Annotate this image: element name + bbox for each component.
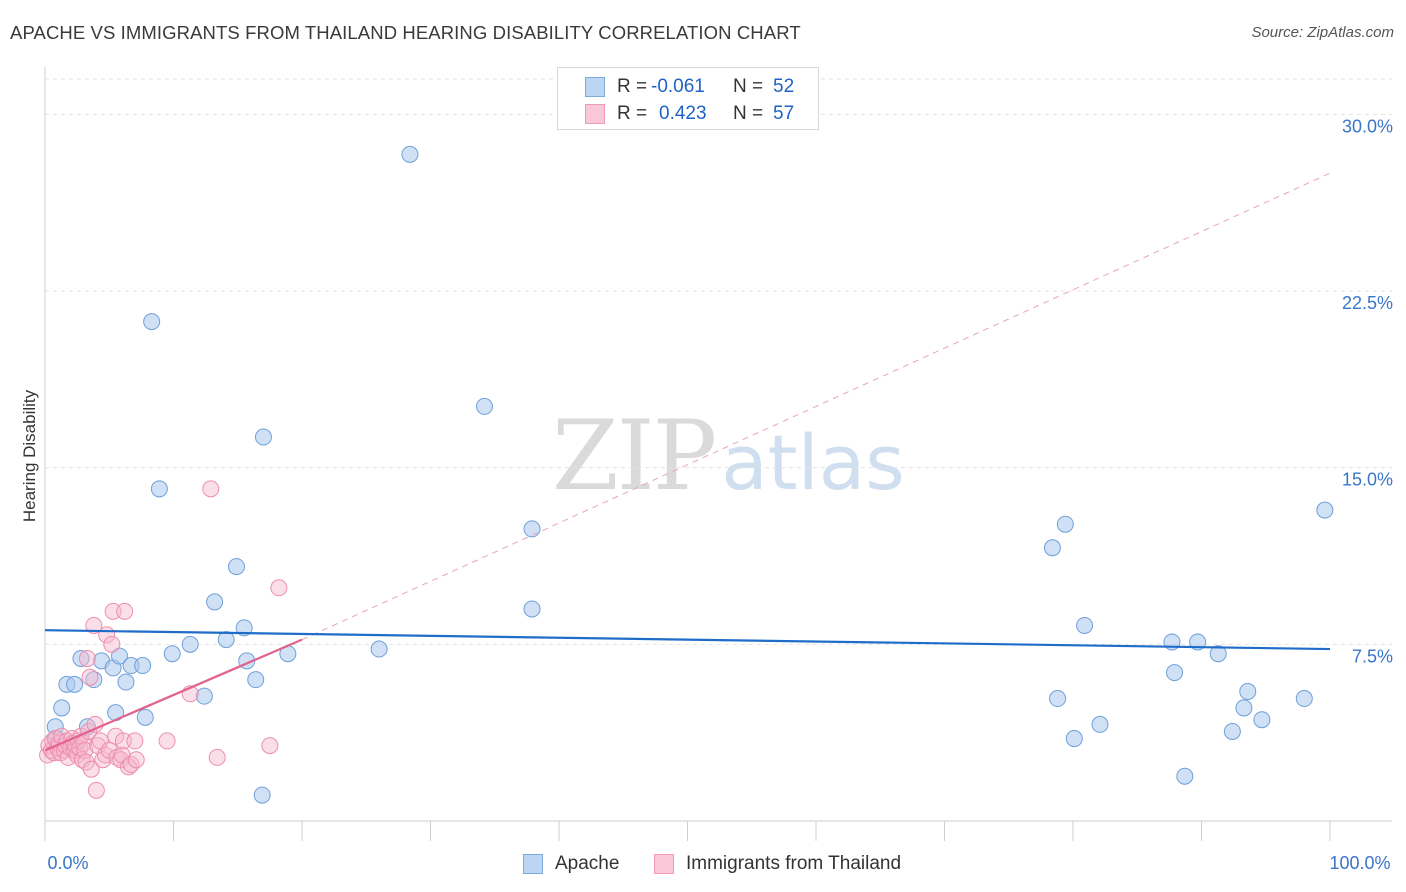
x-tick-label: 0.0% bbox=[47, 853, 88, 873]
apache-point bbox=[1043, 539, 1061, 557]
legend-label-apache: Apache bbox=[555, 853, 620, 874]
apache-point bbox=[181, 635, 199, 653]
r-value-apache: -0.061 bbox=[651, 76, 705, 97]
apache-point bbox=[1209, 645, 1227, 663]
x-tick-label: 100.0% bbox=[1329, 853, 1390, 873]
apache-point bbox=[117, 673, 135, 691]
legend-label-thailand: Immigrants from Thailand bbox=[686, 853, 902, 874]
thailand-point bbox=[114, 732, 132, 750]
apache-point bbox=[72, 649, 90, 667]
thailand-point bbox=[103, 635, 121, 653]
n-value-apache: 52 bbox=[773, 76, 795, 97]
thailand-point bbox=[82, 760, 100, 778]
apache-point bbox=[66, 675, 84, 693]
apache-swatch bbox=[585, 77, 605, 97]
legend-row-apache: R = -0.061 N = 52 bbox=[558, 74, 794, 100]
apache-point bbox=[1235, 699, 1253, 717]
apache-point bbox=[111, 647, 129, 665]
apache-point bbox=[247, 671, 265, 689]
thailand-point bbox=[270, 579, 288, 597]
watermark-atlas: atlas bbox=[721, 418, 905, 507]
thailand-point bbox=[87, 781, 105, 799]
apache-point bbox=[253, 786, 271, 804]
thailand-point bbox=[122, 755, 140, 773]
apache-point bbox=[401, 145, 419, 163]
apache-point bbox=[163, 645, 181, 663]
thailand-point bbox=[85, 616, 103, 634]
n-value-thailand: 57 bbox=[773, 103, 795, 124]
correlation-legend: R = -0.061 N = 52 R = 0.423 N = 57 bbox=[557, 67, 819, 130]
thailand-point bbox=[202, 480, 220, 498]
apache-legend-swatch bbox=[523, 854, 543, 874]
apache-point bbox=[370, 640, 388, 658]
thailand-point bbox=[81, 668, 99, 686]
thailand-point bbox=[94, 751, 112, 769]
apache-point bbox=[254, 428, 272, 446]
axis-layer bbox=[44, 67, 1392, 841]
apache-point bbox=[134, 657, 152, 675]
apache-point bbox=[206, 593, 224, 611]
thailand-point bbox=[126, 732, 144, 750]
apache-point bbox=[235, 619, 253, 637]
y-tick-label: 30.0% bbox=[1342, 116, 1393, 136]
apache-point bbox=[1065, 730, 1083, 748]
legend-item-apache: Apache bbox=[523, 853, 619, 875]
chart-title: APACHE VS IMMIGRANTS FROM THAILAND HEARI… bbox=[10, 22, 801, 43]
thailand-point bbox=[261, 737, 279, 755]
apache-point bbox=[1295, 690, 1313, 708]
thailand-legend-swatch bbox=[654, 854, 674, 874]
apache-point bbox=[523, 600, 541, 618]
apache-point bbox=[1049, 690, 1067, 708]
apache-trend-line bbox=[44, 629, 1331, 651]
apache-point bbox=[1253, 711, 1271, 729]
r-label: R = bbox=[617, 103, 648, 124]
grid-layer bbox=[45, 78, 1392, 645]
apache-point bbox=[1239, 682, 1257, 700]
apache-point bbox=[1091, 715, 1109, 733]
n-label: N = bbox=[733, 76, 764, 97]
apache-point bbox=[53, 699, 71, 717]
thailand-swatch bbox=[585, 104, 605, 124]
apache-point bbox=[217, 631, 235, 649]
apache-point bbox=[523, 520, 541, 538]
apache-point bbox=[1176, 767, 1194, 785]
thailand-trend-line bbox=[44, 638, 303, 752]
thailand-point bbox=[116, 602, 134, 620]
apache-point bbox=[1166, 664, 1184, 682]
thailand-point bbox=[78, 649, 96, 667]
source-label: Source: ZipAtlas.com bbox=[1251, 24, 1394, 41]
apache-point bbox=[195, 687, 213, 705]
y-tick-label: 15.0% bbox=[1342, 470, 1393, 490]
apache-point bbox=[1223, 722, 1241, 740]
thailand-point bbox=[208, 748, 226, 766]
apache-point bbox=[227, 558, 245, 576]
thailand-point bbox=[127, 751, 145, 769]
apache-point bbox=[1056, 515, 1074, 533]
y-tick-label: 22.5% bbox=[1342, 293, 1393, 313]
r-label: R = bbox=[617, 76, 648, 97]
legend-row-thailand: R = 0.423 N = 57 bbox=[558, 101, 794, 127]
apache-point bbox=[136, 708, 154, 726]
series-legend: Apache Immigrants from Thailand bbox=[0, 850, 1406, 878]
apache-point bbox=[1316, 501, 1334, 519]
thailand-point bbox=[104, 602, 122, 620]
apache-point bbox=[1076, 616, 1094, 634]
trend-layer bbox=[44, 172, 1331, 752]
point-layer bbox=[39, 145, 1334, 804]
thailand-point bbox=[158, 732, 176, 750]
legend-item-thailand: Immigrants from Thailand bbox=[654, 853, 901, 875]
apache-point bbox=[150, 480, 168, 498]
r-value-thailand: 0.423 bbox=[659, 103, 707, 124]
label-layer: 7.5% 15.0% 22.5% 30.0% 0.0% 100.0% bbox=[47, 116, 1393, 873]
apache-point bbox=[475, 397, 493, 415]
thailand-trend-extension bbox=[301, 172, 1331, 641]
apache-point bbox=[143, 313, 161, 331]
watermark-zip: ZIP bbox=[552, 400, 717, 512]
watermark: ZIPatlas bbox=[552, 400, 905, 512]
n-label: N = bbox=[733, 103, 764, 124]
y-tick-label: 7.5% bbox=[1352, 646, 1393, 666]
